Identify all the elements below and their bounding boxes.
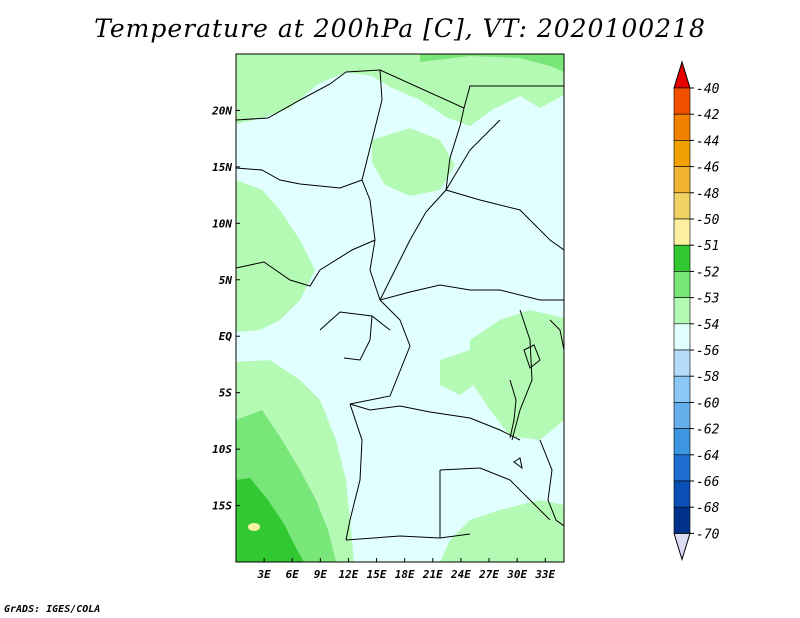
border-line xyxy=(439,467,551,521)
lon-tick-label: 15E xyxy=(367,568,387,581)
colorbar-swatch xyxy=(673,375,691,403)
border-line xyxy=(379,211,427,301)
colorbar-swatch xyxy=(673,428,691,456)
lon-tick-label: 21E xyxy=(422,568,443,581)
border-line xyxy=(379,284,564,301)
border-line xyxy=(345,533,471,541)
colorbar-label: -44 xyxy=(696,134,719,149)
latitude-axis: 20N 15N 10N 5N EQ 5S 10S 15S xyxy=(211,104,240,513)
lat-tick-label: 20N xyxy=(211,104,232,117)
colorbar-label: -52 xyxy=(696,265,720,280)
lon-tick-label: 12E xyxy=(339,568,359,581)
colorbar-swatch xyxy=(673,506,691,534)
lon-tick-label: 6E xyxy=(286,568,300,581)
border-line xyxy=(539,439,564,527)
lat-tick-label: 15S xyxy=(212,500,232,513)
colorbar-label: -40 xyxy=(696,82,720,97)
border-line xyxy=(343,315,373,361)
colorbar-label: -51 xyxy=(696,239,719,254)
colorbar-label: -53 xyxy=(696,292,719,307)
lakes xyxy=(509,344,541,470)
colorbar-bottom-arrow xyxy=(673,532,691,562)
border-line xyxy=(345,403,363,541)
colorbar-swatch xyxy=(673,87,691,115)
colorbar-label: -60 xyxy=(696,396,720,411)
credit-text: GrADS: IGES/COLA xyxy=(4,604,101,615)
colorbar-label: -48 xyxy=(696,187,720,202)
lat-tick-label: 5N xyxy=(219,274,233,287)
colorbar-swatch xyxy=(673,454,691,482)
colorbar-swatch xyxy=(673,323,691,351)
colorbar-label: -46 xyxy=(696,161,720,176)
border-line xyxy=(349,299,411,405)
colorbar-label: -66 xyxy=(696,475,720,490)
lake-outline xyxy=(509,379,517,439)
border-line xyxy=(236,167,363,189)
lat-tick-label: EQ xyxy=(219,330,233,343)
field-north-patch xyxy=(420,54,564,72)
colorbar-swatch xyxy=(673,244,691,272)
chart-title: Temperature at 200hPa [C], VT: 202010021… xyxy=(94,14,706,43)
colorbar-label: -58 xyxy=(696,370,720,385)
lat-tick-label: 15N xyxy=(212,161,232,174)
field-southwest-core xyxy=(236,478,304,562)
colorbar-swatch xyxy=(673,166,691,194)
colorbar-swatch xyxy=(673,349,691,377)
lon-tick-label: 18E xyxy=(395,568,415,581)
border-line xyxy=(319,311,391,331)
lake-outline xyxy=(523,344,541,369)
field-north-band xyxy=(236,54,564,126)
border-line xyxy=(345,69,383,181)
field-warm-spot xyxy=(248,523,260,531)
lat-tick-label: 10S xyxy=(212,443,232,456)
field-west-band xyxy=(236,180,315,332)
field-central-patch xyxy=(440,350,480,395)
border-line xyxy=(236,71,347,121)
lon-tick-label: 33E xyxy=(534,568,555,581)
border-line xyxy=(445,189,564,251)
colorbar-swatch xyxy=(673,402,691,429)
border-line xyxy=(445,119,501,191)
longitude-axis: 3E 6E 9E 12E 15E 18E 21E 24E 27E 30E 33E xyxy=(256,558,556,581)
colorbar-swatch xyxy=(673,218,691,246)
lon-tick-label: 30E xyxy=(506,568,527,581)
lon-tick-label: 9E xyxy=(314,568,328,581)
colorbar-top-arrow xyxy=(673,60,691,89)
colorbar-swatch xyxy=(673,480,691,508)
lon-tick-label: 24E xyxy=(450,568,471,581)
colorbar-label: -42 xyxy=(696,108,720,123)
lake-outline xyxy=(513,457,523,470)
colorbar-swatch xyxy=(673,271,691,298)
border-line xyxy=(463,85,564,109)
border-line xyxy=(236,239,376,287)
field-east-band xyxy=(470,310,564,440)
border-line xyxy=(349,403,521,441)
colorbar-label: -62 xyxy=(696,423,720,438)
field-sahel-patch xyxy=(372,128,455,196)
map-frame xyxy=(235,53,565,563)
colorbar-label: -56 xyxy=(696,344,720,359)
lat-tick-label: 10N xyxy=(212,217,232,230)
border-line xyxy=(549,319,564,351)
field-southeast-band xyxy=(440,500,564,562)
lat-tick-label: 5S xyxy=(219,387,233,400)
border-line xyxy=(379,69,465,213)
colorbar-swatch xyxy=(673,140,691,167)
colorbar-label: -50 xyxy=(696,213,720,228)
country-borders xyxy=(236,69,564,541)
colorbar-swatch xyxy=(673,297,691,325)
colorbar-swatch xyxy=(673,192,691,220)
colorbar-label: -64 xyxy=(696,449,719,464)
colorbar-label: -70 xyxy=(696,527,720,542)
lon-tick-label: 3E xyxy=(256,568,271,581)
temperature-field xyxy=(236,54,564,562)
colorbar: -40 -42 -44 -46 -48 -50 -51 -52 -53 -54 -56 -58 -60 -… xyxy=(673,60,720,562)
colorbar-swatch xyxy=(673,113,691,141)
lon-tick-label: 27E xyxy=(478,568,499,581)
border-line xyxy=(511,309,533,441)
colorbar-label: -54 xyxy=(696,318,719,333)
colorbar-label: -68 xyxy=(696,501,720,516)
